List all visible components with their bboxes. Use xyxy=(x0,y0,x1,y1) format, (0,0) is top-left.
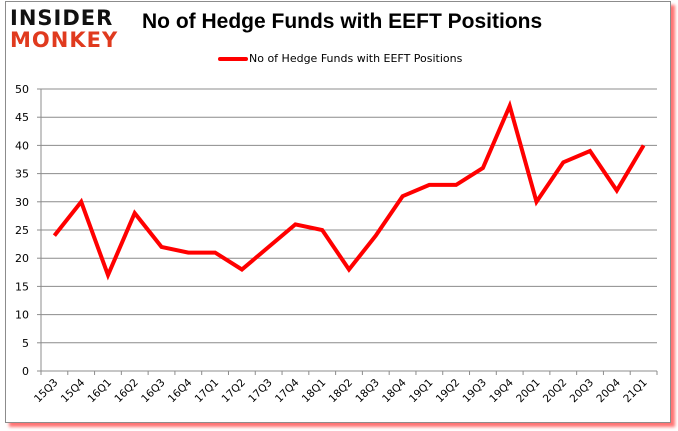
legend-label: No of Hedge Funds with EEFT Positions xyxy=(249,52,463,65)
x-tick-label: 20Q1 xyxy=(514,377,543,406)
x-tick-label: 20Q4 xyxy=(594,376,623,405)
insider-monkey-logo: INSIDER MONKEY xyxy=(8,6,128,54)
x-tick-label: 17Q2 xyxy=(219,377,248,406)
x-tick-label: 20Q3 xyxy=(568,377,597,406)
y-tick-label: 5 xyxy=(22,337,29,350)
x-tick-label: 17Q3 xyxy=(246,377,275,406)
y-tick-label: 25 xyxy=(15,224,29,237)
x-tick-label: 18Q2 xyxy=(327,377,356,406)
x-tick-label: 16Q4 xyxy=(166,376,195,405)
legend-line-swatch-icon xyxy=(218,56,248,61)
x-tick-label: 17Q1 xyxy=(193,377,222,406)
y-tick-label: 20 xyxy=(15,252,29,265)
x-tick-label: 20Q2 xyxy=(541,377,570,406)
chart-title: No of Hedge Funds with EEFT Positions xyxy=(142,10,543,33)
y-tick-label: 30 xyxy=(15,196,29,209)
x-tick-label: 15Q4 xyxy=(59,376,88,405)
x-tick-label: 18Q3 xyxy=(353,377,382,406)
y-tick-label: 35 xyxy=(15,168,29,181)
y-tick-label: 40 xyxy=(15,139,29,152)
axes xyxy=(37,88,658,375)
x-tick-label: 19Q4 xyxy=(487,376,516,405)
y-axis-labels: 0 5 10 15 20 25 30 35 40 45 50 xyxy=(15,83,29,378)
logo-line-1: INSIDER xyxy=(10,6,114,30)
x-tick-label: 16Q3 xyxy=(139,377,168,406)
series-line xyxy=(52,99,646,281)
legend: No of Hedge Funds with EEFT Positions xyxy=(218,52,462,65)
x-tick-label: 16Q1 xyxy=(86,377,115,406)
gridlines xyxy=(41,88,657,344)
x-tick-label: 19Q1 xyxy=(407,377,436,406)
x-tick-label: 19Q2 xyxy=(434,377,463,406)
x-tick-label: 18Q4 xyxy=(380,376,409,405)
y-tick-label: 0 xyxy=(22,365,29,378)
x-tick-label: 17Q4 xyxy=(273,376,302,405)
chart-frame xyxy=(5,1,671,423)
y-tick-label: 45 xyxy=(15,111,29,124)
logo-line-2: MONKEY xyxy=(10,28,119,52)
x-tick-label: 15Q3 xyxy=(32,377,61,406)
y-tick-label: 50 xyxy=(15,83,29,96)
y-tick-label: 10 xyxy=(15,309,29,322)
x-axis-labels: 15Q315Q416Q116Q216Q316Q417Q117Q217Q317Q4… xyxy=(32,376,650,405)
x-tick-label: 21Q1 xyxy=(621,377,650,406)
y-tick-label: 15 xyxy=(15,280,29,293)
x-tick-label: 16Q2 xyxy=(112,377,141,406)
x-tick-label: 18Q1 xyxy=(300,377,329,406)
x-tick-label: 19Q3 xyxy=(461,377,490,406)
